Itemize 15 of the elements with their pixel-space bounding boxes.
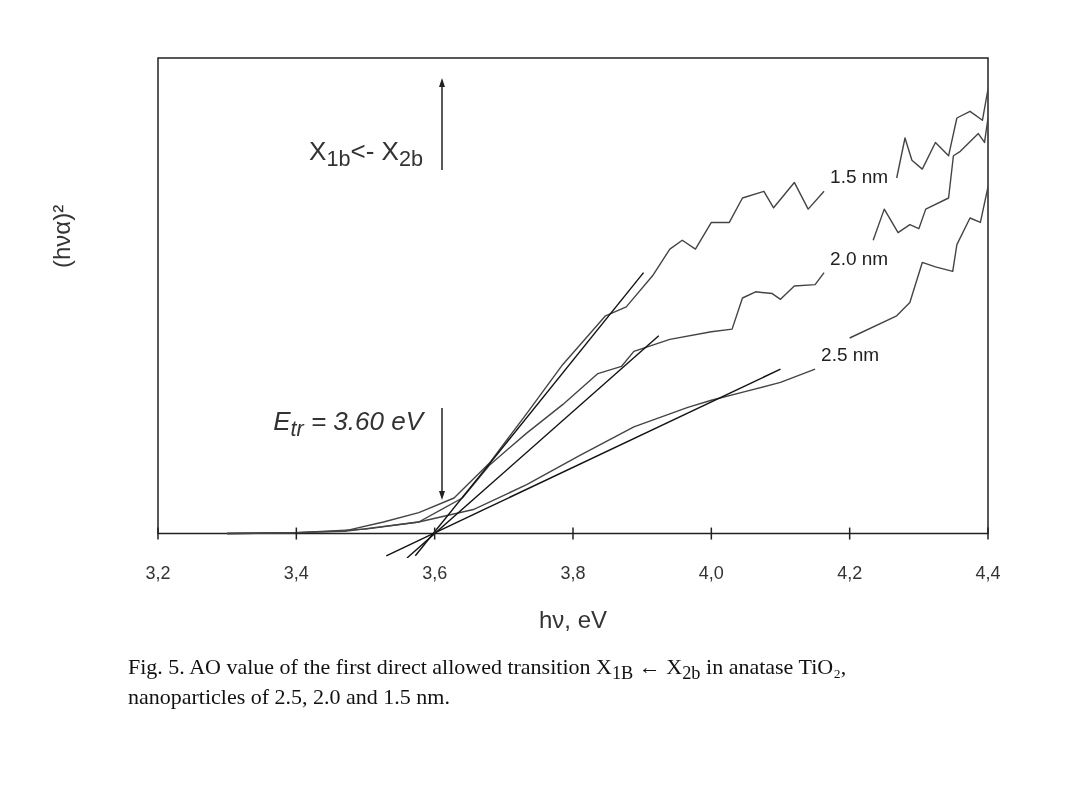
x-tick-label: 3,8 — [560, 562, 586, 583]
annotation: E$_{tr}$ = 3.60 eV — [273, 406, 423, 443]
text: Fig. 5. AO value of the first direct allowed transition X$_{1B}$ ← X$_{2b}$ in anatase TiO₂, nanoparticles of 2.5, 2.0 and 1.5 nm. — [128, 654, 847, 710]
series-label: 2.0 nm — [830, 247, 889, 269]
y-axis-title: (hνα)² — [48, 204, 76, 268]
x-tick-label: 4,4 — [975, 562, 1001, 583]
series-label: 1.5 nm — [830, 166, 889, 188]
annotation: X$_{1b}$<- X$_{2b}$ — [309, 136, 423, 173]
x-axis-title: hν, eV — [538, 606, 608, 633]
x-tick-label: 3,4 — [283, 562, 309, 583]
x-tick-label: 3,6 — [422, 562, 448, 583]
series-label: 2.5 nm — [821, 344, 880, 366]
x-tick-label: 4,2 — [837, 562, 863, 583]
x-tick-label: 3,2 — [145, 562, 171, 583]
x-tick-label: 4,0 — [698, 562, 724, 583]
